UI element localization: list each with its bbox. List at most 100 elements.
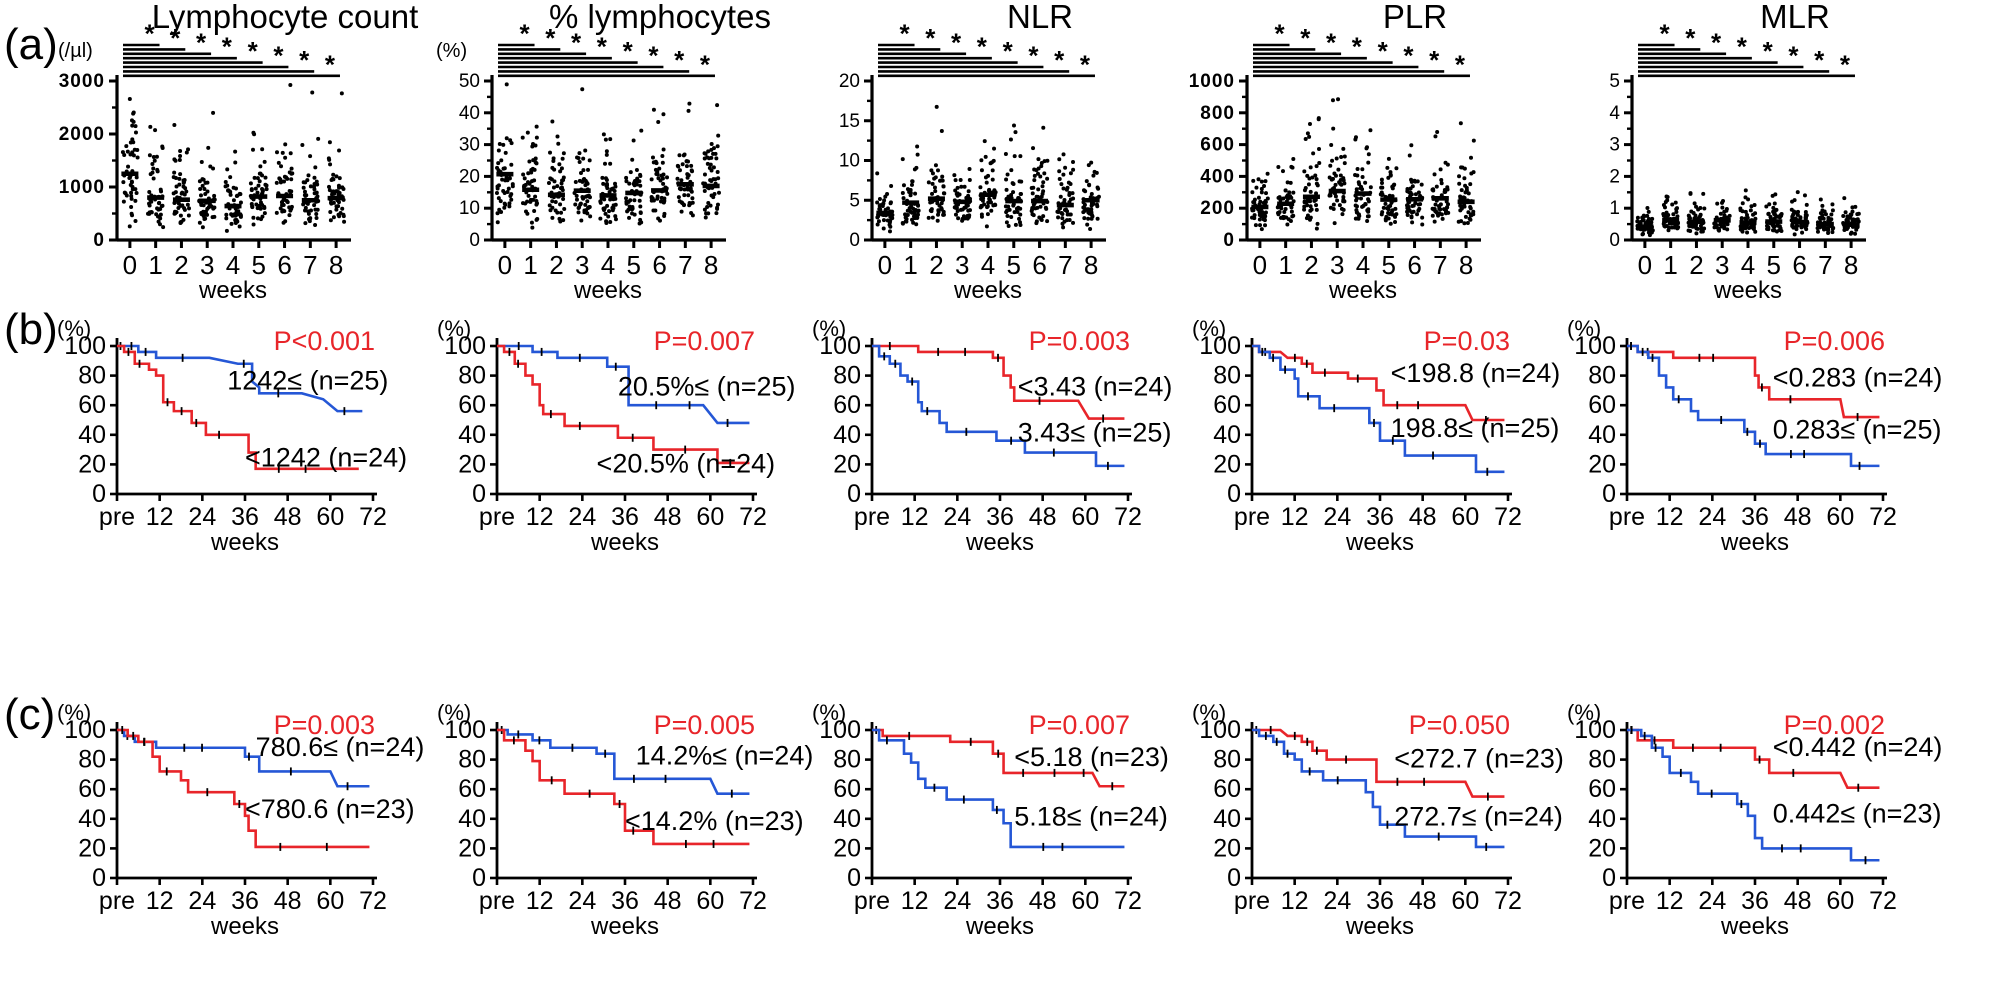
svg-text:0: 0: [1223, 230, 1235, 251]
svg-text:40: 40: [1213, 805, 1241, 833]
group-label: <272.7 (n=23): [1394, 744, 1564, 774]
svg-text:0: 0: [1638, 250, 1652, 280]
svg-text:20: 20: [1588, 834, 1616, 862]
svg-text:*: *: [1003, 36, 1014, 66]
p-value-km-b4: P=0.03: [1424, 326, 1510, 356]
svg-text:0: 0: [92, 480, 106, 508]
svg-text:6: 6: [1407, 250, 1421, 280]
group-label: 780.6≤ (n=24): [256, 732, 425, 762]
p-value-km-c1: P=0.003: [274, 710, 375, 740]
svg-text:0: 0: [1602, 480, 1616, 508]
svg-text:40: 40: [833, 805, 861, 833]
group-label: <5.18 (n=23): [1014, 742, 1169, 772]
svg-text:48: 48: [1029, 887, 1057, 915]
panel-a5: * * * * * * * * 0 1 2 3 4 5 0 1 2 3 4 5 6 7 8 weeks: [1570, 19, 1870, 304]
svg-text:80: 80: [833, 362, 861, 390]
svg-text:pre: pre: [479, 887, 515, 915]
svg-text:4: 4: [981, 250, 995, 280]
svg-text:48: 48: [274, 887, 302, 915]
panel-a3: * * * * * * * * 0 5 10 15 20 0 1 2 3 4 5 6 7 8 weeks: [810, 19, 1110, 304]
column-title-percent-lymphocytes: % lymphocytes: [549, 0, 771, 35]
svg-text:36: 36: [231, 887, 259, 915]
svg-text:*: *: [597, 32, 608, 62]
svg-text:60: 60: [1213, 391, 1241, 419]
svg-text:20: 20: [459, 166, 480, 187]
axis-unit-c5: (%): [1567, 700, 1602, 725]
axis-unit-a2: (%): [436, 40, 468, 62]
svg-text:0: 0: [1602, 864, 1616, 892]
svg-text:5: 5: [252, 250, 266, 280]
axis-unit-b1: (%): [57, 316, 92, 341]
svg-text:12: 12: [1281, 503, 1309, 531]
svg-text:36: 36: [1741, 503, 1769, 531]
svg-text:100: 100: [64, 332, 106, 360]
svg-text:36: 36: [1741, 887, 1769, 915]
svg-text:3: 3: [1609, 135, 1620, 156]
svg-text:0: 0: [123, 250, 137, 280]
svg-text:pre: pre: [1609, 503, 1645, 531]
svg-text:36: 36: [986, 503, 1014, 531]
svg-text:weeks: weeks: [210, 529, 279, 556]
group-label: <198.8 (n=24): [1391, 358, 1561, 388]
svg-text:*: *: [222, 32, 233, 62]
panel-b1: (%) 0 20 40 60 80 100 pre 12 24 36 48 60 72 weeks P<0.…: [55, 316, 407, 556]
svg-text:24: 24: [188, 887, 216, 915]
axis-unit-b4: (%): [1192, 316, 1227, 341]
svg-text:7: 7: [1818, 250, 1832, 280]
svg-text:80: 80: [1588, 362, 1616, 390]
group-label: 1242≤ (n=25): [227, 366, 388, 396]
svg-text:10: 10: [459, 198, 480, 219]
svg-text:6: 6: [1792, 250, 1806, 280]
svg-text:6: 6: [277, 250, 291, 280]
svg-text:24: 24: [943, 503, 971, 531]
svg-text:24: 24: [1323, 887, 1351, 915]
svg-text:pre: pre: [99, 887, 135, 915]
svg-text:*: *: [519, 19, 530, 49]
svg-text:60: 60: [316, 887, 344, 915]
svg-text:1: 1: [1663, 250, 1677, 280]
svg-text:0: 0: [1227, 480, 1241, 508]
panel-a1: (/µl) * * * * * * * * 0 1000 2000 3000 0 1 2 3 4 5 6 7 8 week…: [55, 19, 355, 304]
svg-text:weeks: weeks: [1713, 277, 1782, 304]
svg-text:1: 1: [148, 250, 162, 280]
row-label-c: (c): [4, 690, 56, 739]
svg-text:*: *: [144, 19, 155, 49]
svg-text:7: 7: [678, 250, 692, 280]
panel-a2: (%) * * * * * * * * 0 10 20 30 40 50 0 1 2 3 4 5 6 7 8 weeks: [430, 19, 730, 304]
svg-text:2: 2: [174, 250, 188, 280]
group-label: 14.2%≤ (n=24): [636, 741, 814, 771]
group-label: 0.283≤ (n=25): [1773, 414, 1942, 444]
svg-text:2: 2: [929, 250, 943, 280]
svg-text:60: 60: [1826, 887, 1854, 915]
group-label: <14.2% (n=23): [625, 806, 804, 836]
svg-text:15: 15: [839, 111, 860, 132]
group-label: <0.283 (n=24): [1773, 363, 1943, 393]
svg-text:1000: 1000: [59, 177, 105, 198]
group-label: <3.43 (n=24): [1018, 371, 1173, 401]
svg-text:5: 5: [1382, 250, 1396, 280]
panel-b3: (%) 0 20 40 60 80 100 pre 12 24 36 48 60 72 weeks P=0.…: [810, 316, 1172, 556]
svg-text:12: 12: [901, 503, 929, 531]
svg-text:1: 1: [903, 250, 917, 280]
svg-text:*: *: [648, 41, 659, 71]
svg-text:1: 1: [1609, 198, 1620, 219]
svg-text:60: 60: [1588, 775, 1616, 803]
svg-text:600: 600: [1200, 135, 1235, 156]
svg-text:80: 80: [458, 746, 486, 774]
svg-text:0: 0: [1227, 864, 1241, 892]
svg-text:weeks: weeks: [1720, 913, 1789, 940]
svg-text:200: 200: [1200, 198, 1235, 219]
column-title-nlr: NLR: [1006, 0, 1074, 35]
svg-text:0: 0: [1253, 250, 1267, 280]
svg-text:2: 2: [1609, 166, 1620, 187]
svg-text:40: 40: [833, 421, 861, 449]
svg-text:80: 80: [1213, 362, 1241, 390]
svg-text:12: 12: [146, 887, 174, 915]
svg-text:*: *: [1054, 45, 1065, 75]
group-label: <780.6 (n=23): [245, 794, 415, 824]
